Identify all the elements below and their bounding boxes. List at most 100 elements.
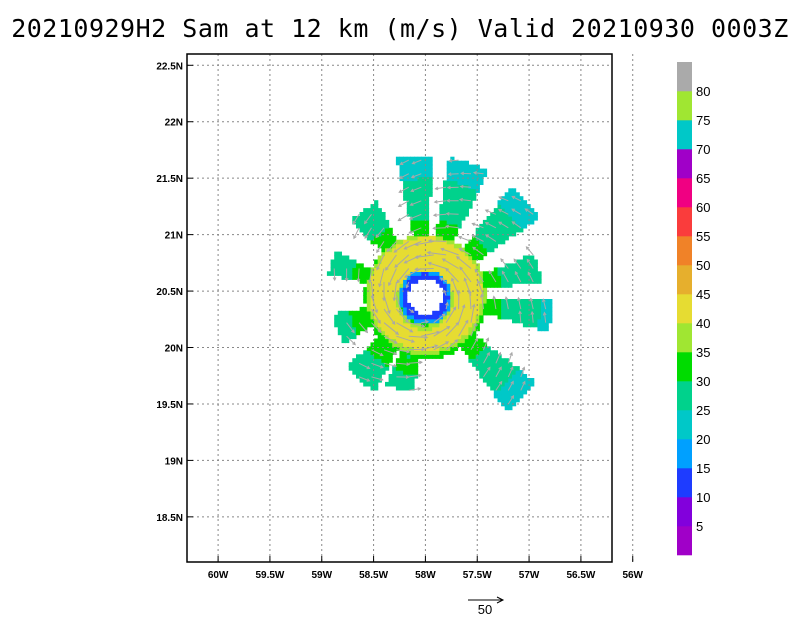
field-cell bbox=[377, 350, 382, 355]
field-cell bbox=[414, 168, 419, 174]
field-cell bbox=[508, 306, 513, 312]
field-cell bbox=[443, 239, 448, 245]
field-cell bbox=[512, 279, 517, 284]
field-cell bbox=[544, 302, 549, 308]
field-cell bbox=[486, 227, 491, 233]
field-cell bbox=[395, 267, 401, 272]
field-cell bbox=[457, 200, 462, 205]
field-cell bbox=[395, 310, 401, 316]
field-cell bbox=[374, 219, 379, 225]
field-cell bbox=[533, 322, 538, 328]
field-cell bbox=[468, 346, 473, 351]
field-cell bbox=[464, 310, 469, 316]
field-cell bbox=[348, 334, 353, 340]
field-cell bbox=[497, 302, 502, 308]
field-cell bbox=[522, 219, 528, 225]
field-cell bbox=[392, 338, 397, 344]
field-cell bbox=[508, 223, 513, 229]
field-cell bbox=[457, 283, 462, 288]
field-cell bbox=[356, 216, 361, 221]
field-cell bbox=[490, 362, 495, 367]
colorbar-label: 70 bbox=[696, 142, 710, 157]
field-cell bbox=[482, 370, 488, 375]
field-cell bbox=[515, 212, 520, 217]
field-cell bbox=[457, 168, 462, 174]
field-cell bbox=[370, 322, 375, 328]
field-cell bbox=[439, 283, 444, 288]
field-cell bbox=[457, 271, 462, 276]
wind-arrowhead bbox=[393, 249, 398, 253]
field-cell bbox=[439, 271, 444, 276]
field-cell bbox=[334, 255, 339, 261]
wind-arrow bbox=[396, 308, 409, 323]
wind-arrow bbox=[358, 362, 370, 369]
field-cell bbox=[508, 299, 513, 304]
field-cell bbox=[439, 302, 444, 308]
field-cell bbox=[374, 366, 379, 371]
field-cell bbox=[417, 168, 422, 174]
field-cell bbox=[381, 212, 386, 217]
wind-arrow bbox=[371, 281, 374, 300]
field-cell bbox=[439, 208, 444, 213]
field-cell bbox=[479, 295, 484, 300]
field-cell bbox=[435, 223, 440, 229]
field-cell bbox=[530, 381, 535, 387]
field-cell bbox=[537, 326, 542, 332]
field-cell bbox=[479, 338, 484, 344]
field-cell bbox=[450, 334, 455, 340]
field-cell bbox=[410, 184, 415, 189]
field-cell bbox=[414, 358, 419, 363]
field-cell bbox=[468, 164, 473, 170]
field-cell bbox=[403, 291, 408, 296]
field-cell bbox=[457, 299, 462, 304]
field-cell bbox=[501, 299, 506, 304]
field-cell bbox=[446, 338, 451, 344]
field-cell bbox=[395, 255, 401, 261]
wind-arrow bbox=[511, 196, 522, 202]
field-cell bbox=[352, 326, 357, 332]
field-cell bbox=[388, 275, 393, 280]
field-cell bbox=[370, 212, 375, 217]
field-cell bbox=[530, 378, 535, 383]
field-cell bbox=[457, 295, 462, 300]
field-cell bbox=[497, 204, 502, 209]
field-cell bbox=[377, 227, 382, 233]
wind-arrow bbox=[527, 272, 534, 283]
field-cell bbox=[385, 243, 390, 249]
wind-arrowhead bbox=[375, 234, 380, 239]
field-cell bbox=[399, 299, 404, 304]
field-cell bbox=[439, 263, 444, 268]
field-cell bbox=[512, 227, 517, 233]
field-cell bbox=[334, 318, 339, 324]
field-cell bbox=[464, 275, 469, 280]
field-cell bbox=[512, 216, 517, 221]
field-cell bbox=[468, 338, 473, 344]
field-cell bbox=[341, 322, 346, 328]
field-cell bbox=[395, 239, 401, 245]
field-cell bbox=[468, 326, 473, 332]
field-cell bbox=[464, 180, 469, 185]
field-cell bbox=[388, 255, 393, 261]
field-cell bbox=[410, 251, 415, 257]
field-cell bbox=[515, 263, 520, 268]
field-cell bbox=[363, 381, 368, 387]
field-cell bbox=[504, 362, 509, 367]
field-cell bbox=[508, 401, 513, 407]
field-cell bbox=[345, 267, 350, 272]
field-cell bbox=[443, 310, 448, 316]
colorbar-label: 75 bbox=[696, 113, 710, 128]
field-cell bbox=[345, 263, 350, 268]
field-cell bbox=[461, 334, 466, 340]
field-cell bbox=[414, 310, 419, 316]
field-cell bbox=[461, 164, 466, 170]
field-cell bbox=[472, 271, 477, 276]
field-cell bbox=[446, 160, 451, 166]
wind-arrow bbox=[408, 361, 422, 364]
field-cell bbox=[381, 338, 386, 344]
field-cell bbox=[377, 354, 382, 359]
field-cell bbox=[410, 247, 415, 253]
field-cell bbox=[363, 306, 368, 312]
field-cell bbox=[388, 334, 393, 340]
field-cell bbox=[457, 263, 462, 268]
field-cell bbox=[537, 271, 542, 276]
